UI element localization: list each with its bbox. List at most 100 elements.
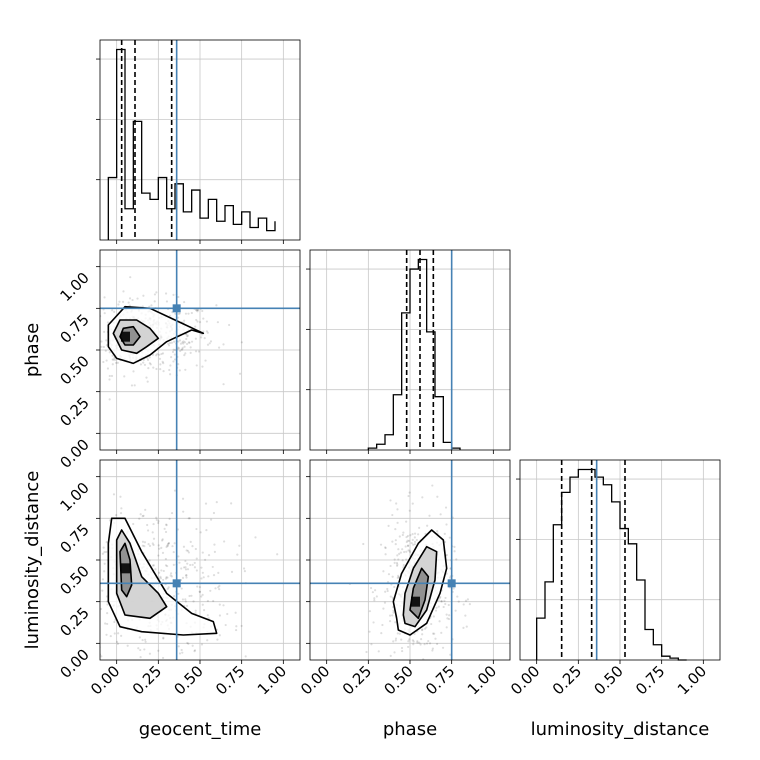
sample-point [66,529,68,531]
sample-point [405,540,408,544]
sample-point [395,502,398,505]
y-tick-label: 0.25 [56,604,92,640]
sample-point [454,609,457,612]
sample-point [148,544,152,548]
sample-point [392,609,395,612]
sample-point [384,546,387,550]
sample-point [430,622,433,626]
sample-point [167,541,171,545]
sample-point [391,614,394,617]
sample-point [401,649,404,653]
sample-point [194,609,197,612]
sample-point [448,614,451,617]
sample-point [162,578,165,582]
sample-point [411,639,414,642]
sample-point [146,357,149,360]
sample-point [437,599,440,602]
sample-point [423,627,427,630]
sample-point [244,655,247,658]
sample-point [453,550,456,553]
sample-point [191,545,194,548]
contour-line-level-1 [107,305,205,365]
sample-point [368,610,372,613]
sample-point [67,354,69,356]
sample-point [115,640,119,644]
sample-point [103,330,106,333]
sample-point [443,540,447,544]
sample-point [427,639,430,643]
sample-point [128,297,132,300]
x-tick-label: 0.25 [549,662,585,698]
sample-point [177,661,179,663]
sample-point [405,535,408,539]
sample-point [445,523,448,526]
sample-point [196,308,199,311]
sample-point [425,626,428,629]
sample-point [169,364,172,367]
sample-point [173,678,175,680]
sample-point [186,334,189,337]
sample-point [386,589,389,593]
sample-point [158,357,162,360]
sample-point [79,349,81,351]
histogram-step-luminosity_distance [536,468,687,661]
sample-point [83,562,85,564]
sample-point [196,320,199,323]
sample-point [185,576,188,579]
sample-point [386,587,389,591]
sample-point [406,539,409,542]
contour-line-level-3 [119,542,133,598]
sample-point [141,540,145,543]
sample-point [100,655,103,658]
sample-point [178,369,181,372]
sample-point [184,598,187,601]
sample-point [425,642,429,645]
sample-point [189,563,192,567]
x-tick-label: 0.00 [297,662,333,698]
sample-point [122,290,125,293]
sample-point [203,337,206,340]
sample-point [161,538,164,541]
sample-point [443,532,446,535]
sample-point [157,554,160,557]
sample-point [445,626,448,629]
sample-point [402,531,405,534]
sample-point [155,291,158,294]
sample-point [161,551,165,554]
sample-point [138,517,141,520]
sample-point [177,645,180,648]
sample-point [87,374,89,376]
sample-point [165,300,169,303]
sample-point [168,314,172,317]
sample-point [407,494,410,498]
sample-point [116,361,119,364]
sample-point [178,561,181,564]
density-panel-geocent_time-luminosity_distance [54,459,301,680]
sample-point [171,350,175,353]
density-content [67,276,243,401]
sample-point [205,330,208,333]
sample-point [392,640,395,643]
sample-point [206,343,210,346]
sample-point [362,542,365,546]
sample-point [123,375,126,378]
sample-point [218,588,221,591]
sample-point [218,584,221,587]
sample-point [167,342,170,345]
sample-point [63,601,65,603]
sample-point [130,384,134,387]
sample-point [209,518,213,521]
sample-point [101,578,105,581]
sample-point [441,646,445,649]
sample-point [163,666,165,668]
sample-point [452,587,455,590]
sample-point [151,564,155,567]
x-axis-label-phase: phase [383,719,437,740]
sample-point [403,550,406,554]
sample-point [173,358,177,361]
sample-point [159,575,162,578]
sample-point [212,574,216,577]
sample-point [54,582,56,584]
sample-point [94,338,96,340]
sample-point [431,484,434,487]
